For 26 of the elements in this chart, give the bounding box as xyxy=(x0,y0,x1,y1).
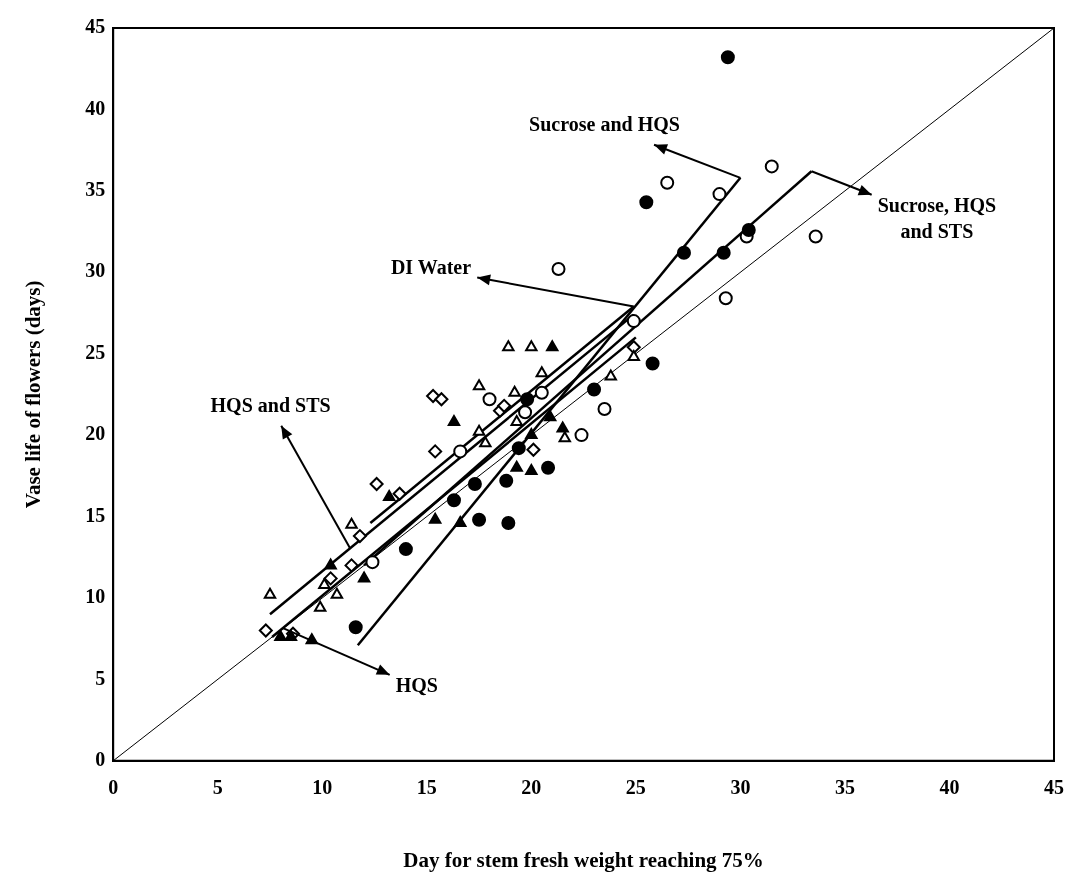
x-tick-label: 10 xyxy=(312,775,333,798)
x-axis-title: Day for stem fresh weight reaching 75% xyxy=(403,847,764,872)
annotation: Sucrose and HQS xyxy=(529,112,680,135)
y-tick-label: 25 xyxy=(85,340,106,363)
y-tick-label: 20 xyxy=(85,422,106,445)
x-tick-label: 20 xyxy=(521,775,542,798)
annotation: Sucrose, HQS and STS xyxy=(877,194,997,243)
annotation: HQS xyxy=(395,673,438,696)
x-tick-label: 35 xyxy=(834,775,855,798)
y-axis-title: Vase life of flowers (days) xyxy=(21,280,46,509)
y-tick-label: 30 xyxy=(85,259,106,282)
y-tick-label: 45 xyxy=(85,15,106,38)
x-tick-label: 40 xyxy=(939,775,960,798)
annotation: HQS and STS xyxy=(210,393,331,416)
x-tick-label: 45 xyxy=(1044,775,1064,798)
x-tick-label: 30 xyxy=(730,775,751,798)
x-tick-label: 15 xyxy=(416,775,437,798)
x-tick-label: 5 xyxy=(212,775,223,798)
y-tick-label: 0 xyxy=(95,747,106,770)
y-tick-label: 5 xyxy=(95,666,106,689)
y-tick-label: 35 xyxy=(85,178,106,201)
y-tick-label: 10 xyxy=(85,585,106,608)
y-tick-label: 40 xyxy=(85,96,106,119)
x-tick-label: 25 xyxy=(625,775,646,798)
y-tick-label: 15 xyxy=(85,503,106,526)
annotation: DI Water xyxy=(390,256,472,279)
